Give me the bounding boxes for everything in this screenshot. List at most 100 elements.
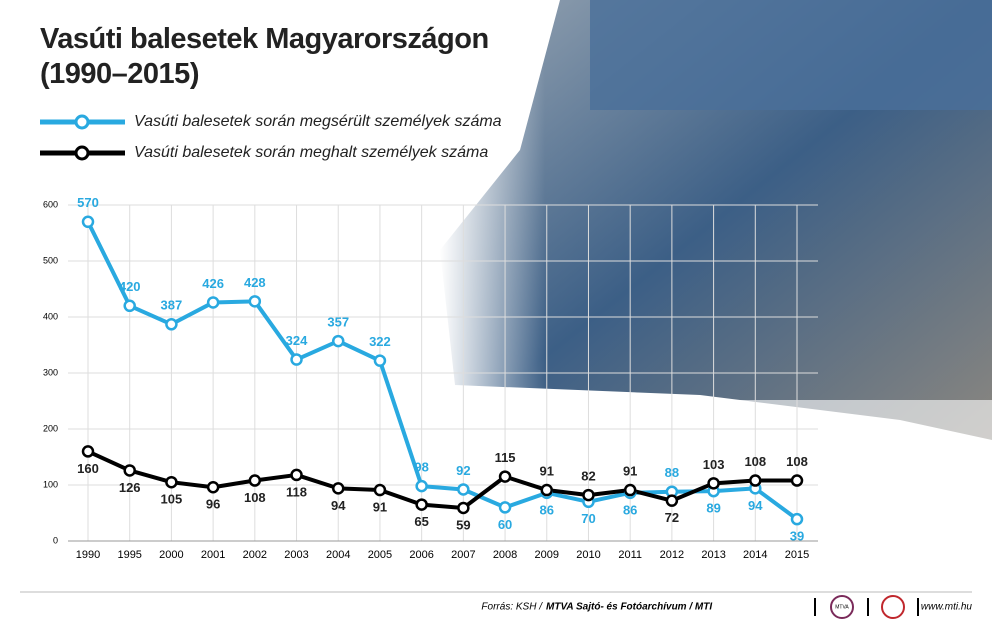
data-label: 98: [414, 460, 428, 475]
data-label: 94: [748, 498, 763, 513]
chart-title: Vasúti balesetek Magyarországon (1990–20…: [40, 23, 489, 90]
data-point: [290, 353, 303, 366]
data-point: [665, 494, 679, 507]
data-point: [457, 501, 470, 515]
series-line: [86, 220, 799, 521]
y-tick-label: 300: [43, 367, 58, 377]
data-point: [498, 501, 512, 514]
logo-mtva: [830, 595, 854, 619]
data-point: [623, 483, 637, 497]
data-label: 72: [665, 510, 679, 525]
data-point: [540, 483, 554, 497]
legend-label: Vasúti balesetek során megsérült személy…: [134, 113, 502, 130]
data-label: 92: [456, 463, 470, 478]
y-tick-label: 400: [43, 311, 58, 321]
data-point: [248, 474, 262, 487]
x-tick-label: 2001: [201, 549, 225, 561]
data-label: 89: [706, 501, 720, 516]
data-label: 105: [161, 492, 183, 507]
data-point: [331, 482, 345, 495]
data-point: [373, 483, 387, 497]
data-label: 428: [244, 275, 266, 290]
data-label: 82: [581, 469, 595, 484]
data-point: [206, 480, 220, 494]
legend-label: Vasúti balesetek során meghalt személyek…: [134, 144, 488, 161]
photo-fade-bottom: [440, 400, 992, 450]
data-point: [707, 477, 720, 490]
data-label: 60: [498, 517, 512, 532]
source-label: Forrás: KSH /: [481, 602, 543, 613]
data-label: 115: [495, 450, 516, 465]
data-label: 91: [540, 463, 554, 478]
data-point: [81, 215, 95, 229]
y-tick-label: 200: [43, 423, 58, 433]
data-label: 96: [206, 497, 220, 512]
data-label: 420: [119, 279, 141, 294]
data-label: 91: [623, 463, 637, 478]
data-point: [415, 498, 428, 511]
x-tick-label: 2006: [409, 549, 433, 561]
data-label: 70: [581, 511, 595, 526]
data-label: 126: [119, 480, 141, 495]
website: www.mti.hu: [921, 602, 973, 613]
data-label: 39: [790, 529, 804, 544]
logo-mti: [881, 595, 905, 619]
data-label: 570: [77, 195, 99, 210]
x-tick-label: 2000: [159, 549, 183, 561]
x-tick-label: 2012: [660, 549, 684, 561]
data-point: [582, 488, 595, 502]
data-label: 86: [623, 502, 637, 517]
data-point: [290, 468, 303, 482]
data-label: 108: [786, 454, 808, 469]
y-tick-label: 100: [43, 479, 58, 489]
data-point: [123, 299, 136, 313]
data-label: 65: [414, 514, 428, 529]
data-point: [790, 512, 804, 526]
x-tick-label: 2010: [576, 549, 600, 561]
data-label: 322: [369, 334, 391, 349]
data-label: 118: [286, 484, 307, 499]
x-tick-label: 1995: [117, 549, 141, 561]
y-tick-label: 500: [43, 255, 58, 265]
x-tick-label: 2008: [493, 549, 517, 561]
data-point: [457, 483, 470, 496]
x-tick-label: 2015: [785, 549, 809, 561]
data-label: 86: [540, 502, 554, 517]
y-tick-label: 0: [53, 535, 58, 545]
data-label: 59: [456, 517, 470, 532]
data-label: 324: [286, 333, 308, 348]
x-tick-label: 2013: [701, 549, 725, 561]
data-point: [248, 295, 262, 308]
x-tick-label: 2009: [535, 549, 559, 561]
data-point: [81, 445, 95, 458]
data-label: 426: [202, 276, 224, 291]
data-label: 357: [327, 315, 349, 330]
legend-marker: [74, 114, 90, 130]
photo-fade: [440, 0, 740, 440]
legend-marker: [74, 145, 90, 161]
series-line: [87, 449, 797, 510]
data-label: 160: [77, 461, 99, 476]
data-point: [165, 318, 178, 331]
data-point: [498, 470, 512, 483]
x-tick-label: 2004: [326, 549, 350, 561]
data-point: [415, 479, 428, 493]
x-tick-label: 2011: [618, 549, 642, 561]
data-point: [331, 334, 345, 348]
x-tick-label: 2002: [243, 549, 267, 561]
data-label: 103: [703, 457, 725, 472]
data-point: [165, 475, 178, 489]
data-label: 108: [244, 490, 266, 505]
source-agency: MTVA Sajtó- és Fotóarchívum / MTI: [546, 602, 712, 613]
y-tick-label: 600: [43, 199, 58, 209]
x-tick-label: 1990: [76, 549, 100, 561]
data-point: [206, 296, 220, 309]
x-tick-label: 2007: [451, 549, 475, 561]
data-point: [123, 464, 136, 477]
data-label: 88: [665, 465, 679, 480]
data-label: 387: [161, 298, 183, 313]
data-label: 108: [744, 454, 766, 469]
logo-text: MTVA: [835, 604, 849, 610]
